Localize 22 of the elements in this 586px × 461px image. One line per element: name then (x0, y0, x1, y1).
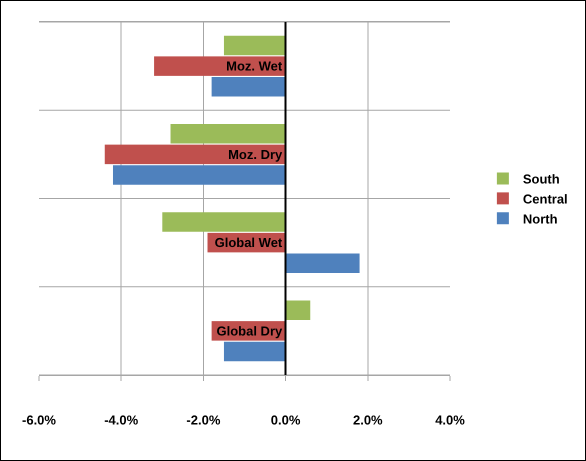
y-tick-label: Global Wet (214, 235, 283, 250)
x-tick-label: -2.0% (186, 412, 221, 428)
bar (224, 36, 286, 56)
y-tick-label: Global Dry (216, 323, 284, 338)
bar (162, 212, 286, 232)
x-tick-label: 2.0% (352, 412, 384, 428)
y-tick-label: Moz. Dry (228, 146, 284, 162)
bar (212, 76, 286, 96)
bar (170, 124, 286, 144)
legend-label: North (522, 211, 558, 226)
legend-label: South (522, 172, 560, 187)
x-tick-label: 4.0% (435, 412, 466, 428)
x-tick-label: 0.0% (270, 412, 301, 428)
bar (104, 144, 286, 164)
bar (286, 300, 310, 320)
x-tick-label: -4.0% (104, 412, 139, 428)
legend-label: Central (522, 191, 568, 206)
bar (224, 342, 286, 362)
bar (112, 165, 286, 185)
x-tick-label: -6.0% (22, 412, 56, 428)
bar (286, 253, 360, 273)
y-tick-label: Moz. Wet (226, 58, 283, 74)
